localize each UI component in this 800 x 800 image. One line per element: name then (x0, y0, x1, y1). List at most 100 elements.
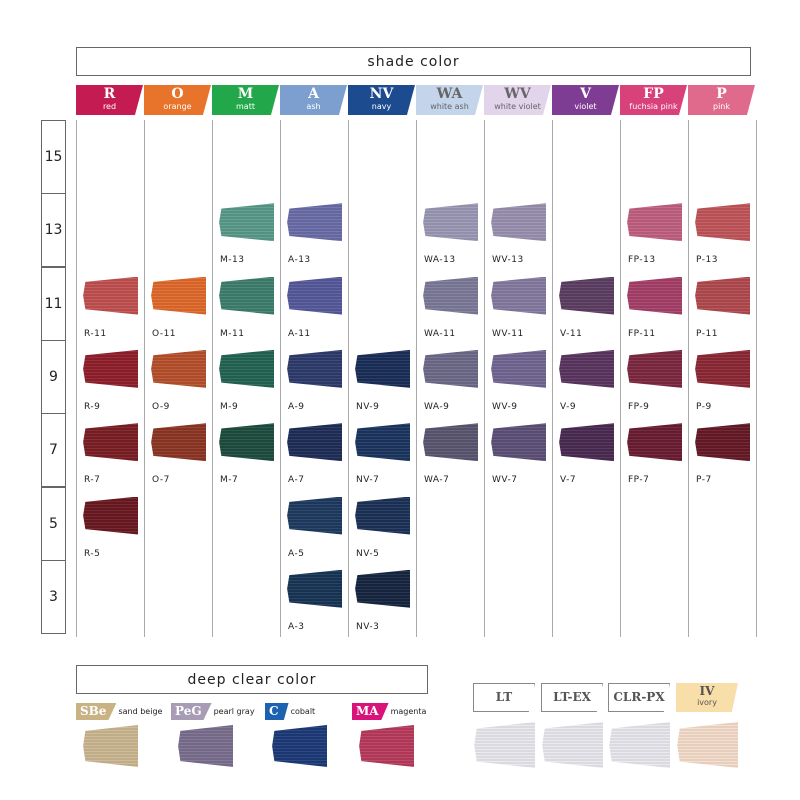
swatch-r-9 (83, 349, 138, 388)
tab-name: pink (712, 102, 730, 111)
deep-swatch-peg (178, 725, 233, 767)
tab-fp: FP fuchsia pink (620, 85, 687, 115)
tab-code: R (103, 86, 116, 102)
swatch-label: M-7 (220, 475, 239, 486)
swatch-label: P-13 (696, 255, 718, 266)
swatch-label: FP-7 (628, 475, 650, 486)
swatch-wv-11 (491, 276, 546, 315)
swatch-label: NV-5 (356, 548, 380, 559)
tab-name: navy (371, 102, 392, 111)
column-divider (76, 120, 77, 637)
tab-name: ash (306, 102, 321, 111)
swatch-label: WA-13 (424, 255, 456, 266)
deep-name: magenta (390, 707, 427, 716)
swatch-label: WV-13 (492, 255, 524, 266)
swatch-label: O-7 (152, 475, 170, 486)
swatch-fp-13 (627, 203, 682, 242)
column-divider (620, 120, 621, 637)
column-divider (144, 120, 145, 637)
deep-swatch-c (272, 725, 327, 767)
level-11: 11 (41, 266, 66, 341)
deep-tab-ma: MA magenta (352, 703, 426, 720)
tab-nv: NV navy (348, 85, 415, 115)
deep-clear-color-heading: deep clear color (76, 665, 428, 694)
swatch-label: WV-11 (492, 328, 524, 339)
swatch-m-11 (219, 276, 274, 315)
swatch-wv-7 (491, 423, 546, 462)
swatch-fp-9 (627, 349, 682, 388)
deep-tab-peg: PeG pearl gray (171, 703, 255, 720)
swatch-o-7 (151, 423, 206, 462)
deep-tab-sbe: SBe sand beige (76, 703, 162, 720)
tab-name: white violet (494, 102, 541, 111)
deep-code: C (265, 703, 289, 720)
deep-name: cobalt (290, 707, 316, 716)
swatch-wa-11 (423, 276, 478, 315)
swatch-label: A-7 (288, 475, 305, 486)
swatch-nv-5 (355, 496, 410, 535)
light-swatch-lt (474, 722, 535, 768)
tab-name: white ash (430, 102, 469, 111)
column-divider (552, 120, 553, 637)
swatch-label: M-11 (220, 328, 245, 339)
deep-swatch-sbe (83, 725, 138, 767)
swatch-p-13 (695, 203, 750, 242)
swatch-nv-9 (355, 349, 410, 388)
swatch-o-11 (151, 276, 206, 315)
swatch-label: R-7 (84, 475, 101, 486)
light-tab-iv: IV ivory (676, 683, 738, 712)
swatch-label: NV-7 (356, 475, 380, 486)
swatch-v-7 (559, 423, 614, 462)
shade-color-heading: shade color (76, 47, 751, 76)
swatch-label: A-9 (288, 401, 305, 412)
level-3: 3 (41, 559, 66, 634)
tab-name: violet (574, 102, 597, 111)
swatch-wv-13 (491, 203, 546, 242)
column-divider (756, 120, 757, 637)
light-code: LT (495, 690, 513, 704)
swatch-label: P-7 (696, 475, 712, 486)
swatch-label: R-9 (84, 401, 101, 412)
light-code: IV (699, 684, 715, 698)
swatch-label: V-11 (560, 328, 583, 339)
column-divider (280, 120, 281, 637)
swatch-p-11 (695, 276, 750, 315)
swatch-label: M-13 (220, 255, 245, 266)
swatch-label: R-11 (84, 328, 107, 339)
swatch-a-5 (287, 496, 342, 535)
swatch-wa-13 (423, 203, 478, 242)
swatch-o-9 (151, 349, 206, 388)
deep-code: PeG (171, 703, 212, 720)
swatch-v-11 (559, 276, 614, 315)
tab-name: red (102, 102, 117, 111)
deep-name: sand beige (118, 707, 163, 716)
swatch-nv-3 (355, 569, 410, 608)
swatch-label: FP-13 (628, 255, 656, 266)
level-13: 13 (41, 193, 66, 268)
swatch-label: NV-3 (356, 621, 380, 632)
swatch-label: NV-9 (356, 401, 380, 412)
tab-code: WA (436, 86, 463, 102)
tab-code: P (716, 86, 727, 102)
swatch-wv-9 (491, 349, 546, 388)
light-swatch-clr-px (609, 722, 670, 768)
light-tab-lt-ex: LT-EX (541, 683, 603, 712)
deep-name: pearl gray (213, 707, 255, 716)
swatch-a-11 (287, 276, 342, 315)
swatch-label: A-5 (288, 548, 305, 559)
tab-code: WV (504, 86, 531, 102)
swatch-r-5 (83, 496, 138, 535)
swatch-label: A-11 (288, 328, 311, 339)
tab-code: A (308, 86, 319, 102)
swatch-wa-9 (423, 349, 478, 388)
light-tab-lt: LT (473, 683, 535, 712)
light-code: CLR-PX (613, 690, 665, 704)
swatch-label: A-13 (288, 255, 311, 266)
swatch-v-9 (559, 349, 614, 388)
light-swatch-iv (677, 722, 738, 768)
swatch-m-9 (219, 349, 274, 388)
light-name: ivory (697, 698, 717, 707)
